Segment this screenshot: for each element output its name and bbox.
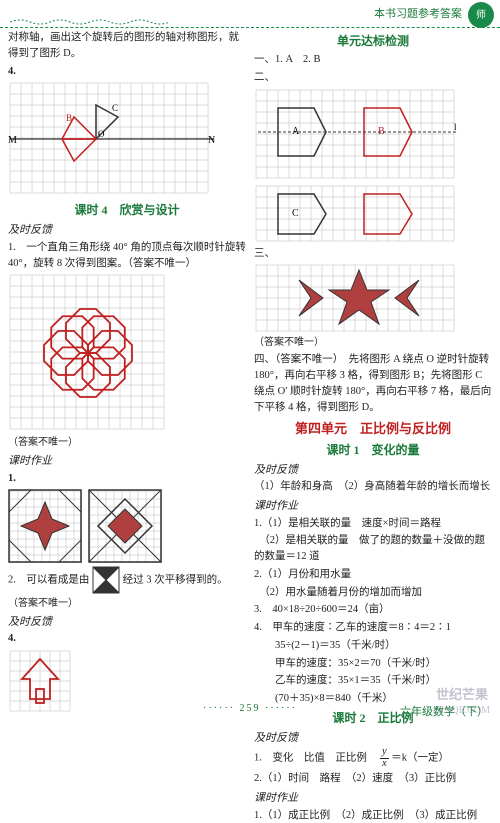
note-1: （答案不唯一） xyxy=(8,435,246,450)
pattern-diamond xyxy=(88,489,162,563)
svg-text:N: N xyxy=(208,135,215,146)
lesson4-title: 课时 4 欣赏与设计 xyxy=(8,201,246,219)
p2b: 经过 3 次平移得到的。 xyxy=(123,574,228,585)
svg-text:B: B xyxy=(66,113,72,123)
hw2-1: 1.（1）成正比例 （2）成正比例 （3）成正比例 xyxy=(254,808,492,823)
fb2-1: 1. 变化 比值 正比例 y x ＝k（一定） xyxy=(254,747,492,769)
ans-3: 三、 xyxy=(254,246,492,262)
q4b-label: 4. xyxy=(8,633,16,644)
hw1b: （2）是相关联的量 做了的题的数量＋没做的题的数量＝12 道 xyxy=(254,533,492,565)
watermark: 世纪芒果 xyxy=(436,685,488,705)
unit4-title: 第四单元 正比例与反比例 xyxy=(254,419,492,439)
q4-label: 4. xyxy=(8,66,16,77)
fb2-2: 2.（1）时间 路程 （2）速度 （3）正比例 xyxy=(254,771,492,787)
feedback-label-r1: 及时反馈 xyxy=(254,462,492,479)
hw-label-r: 课时作业 xyxy=(254,498,492,515)
hw4a: 4. 甲车的速度∶乙车的速度＝8∶4＝2∶1 xyxy=(254,620,492,636)
feedback-label-1: 及时反馈 xyxy=(8,222,246,239)
ans-4: 四、（答案不唯一） 先将图形 A 绕点 O 逆时针旋转 180°，再向右平移 3… xyxy=(254,352,492,415)
fb2-1b: ＝k（一定） xyxy=(391,753,449,764)
ans-2: 二、 xyxy=(254,70,492,86)
feedback-label-2: 及时反馈 xyxy=(8,614,246,631)
svg-text:C: C xyxy=(292,208,299,219)
svg-text:C: C xyxy=(112,103,118,113)
hw4c: 甲车的速度：35×2＝70（千米/时） xyxy=(254,656,492,672)
p2-line: 2. 可以看成是由 经过 3 次平移得到的。 xyxy=(8,566,246,594)
left-column: 对称轴，画出这个旋转后的图形的轴对称图形，就得到了图形 D。 4. M N C … xyxy=(8,30,246,716)
note-2: （答案不唯一） xyxy=(8,596,246,611)
homework-label: 课时作业 xyxy=(8,453,246,470)
svg-text:l: l xyxy=(454,122,457,132)
hw2a: 2.（1）月份和用水量 xyxy=(254,567,492,583)
grid-c: C xyxy=(254,184,464,244)
pattern-row xyxy=(8,489,246,563)
watermark-url: MXQE.COM xyxy=(435,703,490,718)
lesson1-title: 课时 1 变化的量 xyxy=(254,441,492,459)
grid-ring xyxy=(8,273,168,433)
fb2-1a: 1. 变化 比值 正比例 xyxy=(254,753,377,764)
svg-text:M: M xyxy=(8,135,17,146)
fb1: （1）年龄和身高 （2）身高随着年龄的增长而增长 xyxy=(254,479,492,495)
pattern-star xyxy=(8,489,82,563)
note-3: （答案不唯一） xyxy=(254,335,492,350)
hw2-label: 课时作业 xyxy=(254,790,492,807)
ans-1: 一、1. A 2. B xyxy=(254,52,492,68)
page-number: 259 xyxy=(240,703,261,714)
hw3: 3. 40×18÷20÷600＝24（亩） xyxy=(254,602,492,618)
feedback-label-r2: 及时反馈 xyxy=(254,730,492,747)
unit-test-title: 单元达标检测 xyxy=(254,32,492,50)
p2a: 2. 可以看成是由 xyxy=(8,574,89,585)
header-squiggle xyxy=(10,18,170,26)
grid-star xyxy=(254,263,464,333)
svg-text:O: O xyxy=(98,129,105,139)
right-column: 单元达标检测 一、1. A 2. B 二、 A B l C 三、 xyxy=(254,30,492,716)
fraction-yx: y x xyxy=(380,747,389,769)
grid-mn: M N C B O xyxy=(8,81,218,199)
intro-text: 对称轴，画出这个旋转后的图形的轴对称图形，就得到了图形 D。 xyxy=(8,30,246,62)
header-title: 本书习题参考答案 xyxy=(374,6,462,23)
inline-tile xyxy=(92,566,120,594)
grid-ab: A B l xyxy=(254,88,464,182)
hw2b: （2）用水量随着月份的增加而增加 xyxy=(254,585,492,601)
header-badge: 师 xyxy=(468,2,494,28)
hw-q1: 1. xyxy=(8,473,16,484)
page-columns: 对称轴，画出这个旋转后的图形的轴对称图形，就得到了图形 D。 4. M N C … xyxy=(8,30,492,716)
problem-1: 1. 一个直角三角形绕 40° 角的顶点每次顺时针旋转 40°，旋转 8 次得到… xyxy=(8,240,246,272)
hw1a: 1.（1）是相关联的量 速度×时间＝路程 xyxy=(254,516,492,532)
hw4b: 35÷(2－1)＝35（千米/时） xyxy=(254,638,492,654)
